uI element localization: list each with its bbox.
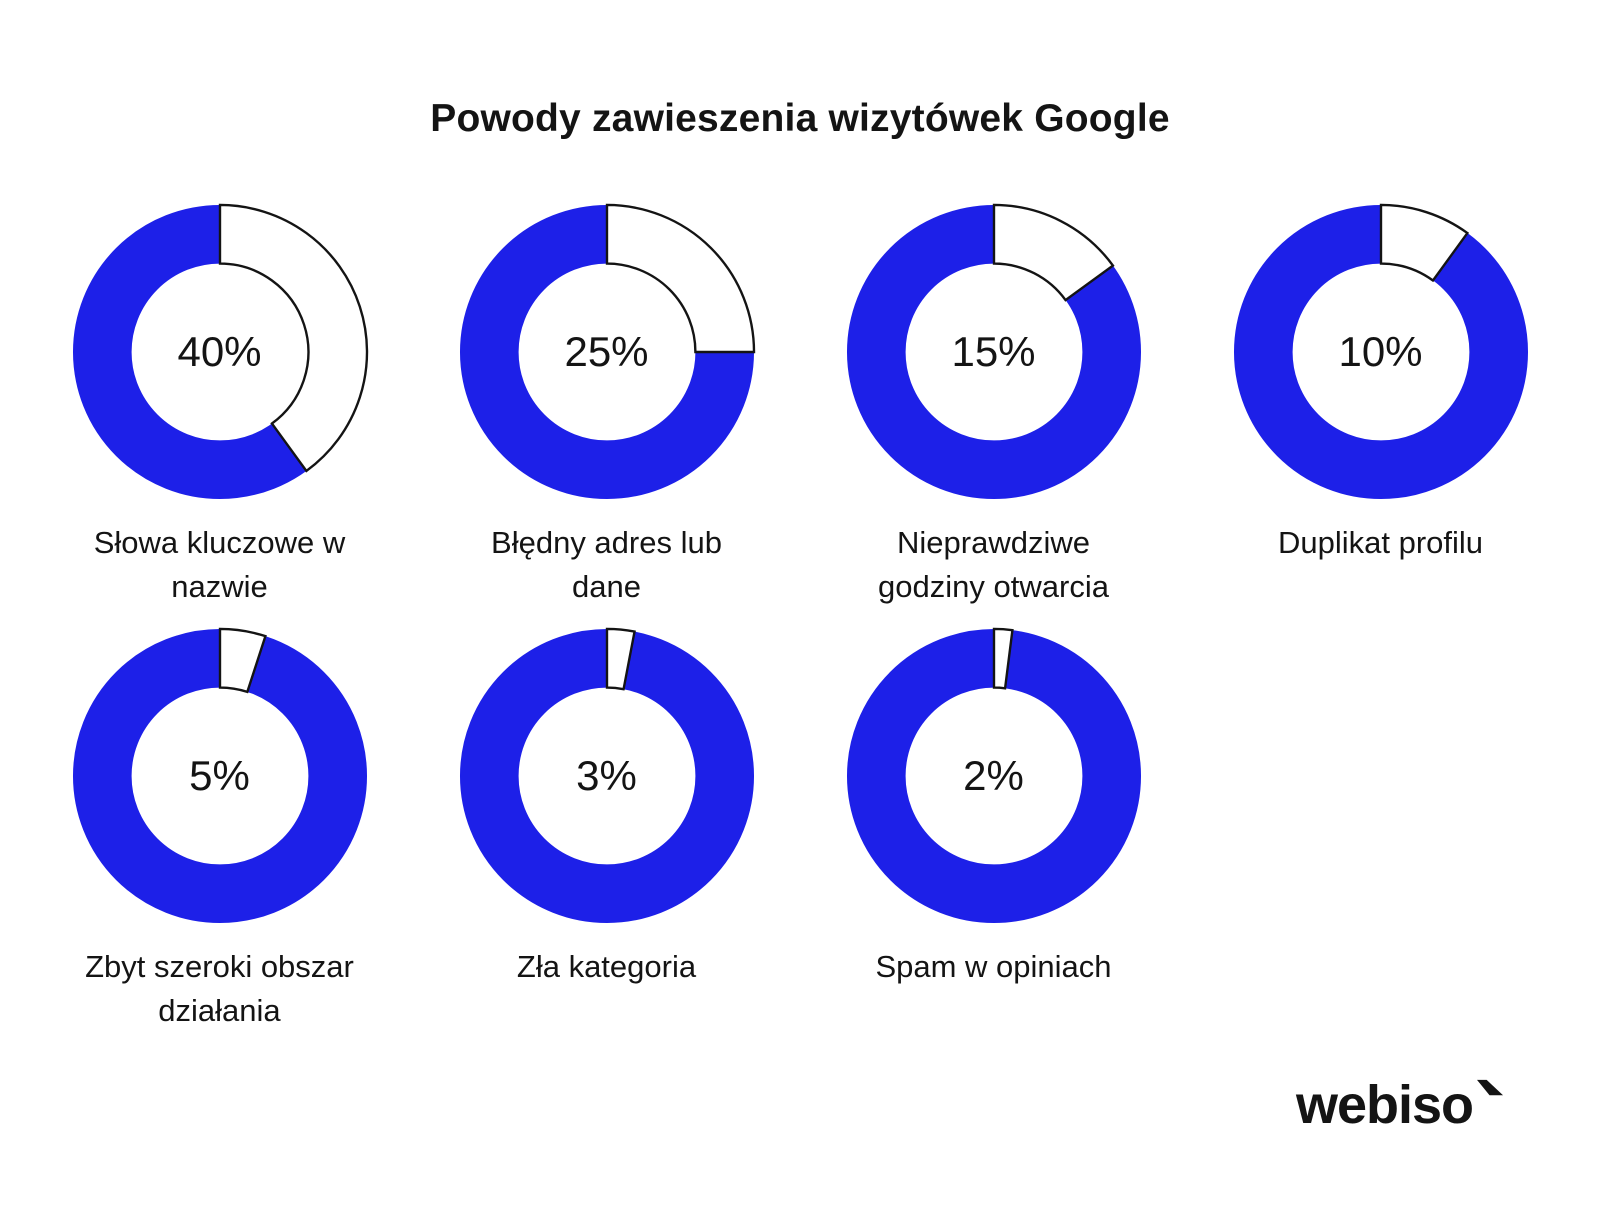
donut-value: 5% xyxy=(189,752,250,799)
donut-card: 2% Spam w opiniach xyxy=(845,627,1143,1033)
brand-logo: webiso xyxy=(1296,1078,1504,1132)
donut-label: Zła kategoria xyxy=(516,949,697,984)
donut-value: 25% xyxy=(564,328,649,375)
donut-svg xyxy=(459,203,755,500)
donut-label: Nieprawdziwe godziny otwarcia xyxy=(878,525,1109,604)
chart-title: Powody zawieszenia wizytówek Google xyxy=(430,97,1170,140)
donut-label: Błędny adres lub dane xyxy=(491,525,722,604)
donut-card: 40% Słowa kluczowe w nazwie xyxy=(71,203,369,609)
donut-value-segment xyxy=(605,627,636,691)
donut-card: 10% Duplikat profilu xyxy=(1232,203,1530,609)
donut-svg xyxy=(1233,203,1528,500)
donut-value-segment xyxy=(992,627,1014,690)
donut-card: 25% Błędny adres lub dane xyxy=(458,203,756,609)
donut-value-segment xyxy=(218,203,368,473)
donut-chart: 5% xyxy=(71,627,369,925)
donut-value-segment xyxy=(992,203,1115,302)
donut-value-segment xyxy=(218,627,267,694)
donut-card: 5% Zbyt szeroki obszar działania xyxy=(71,627,369,1033)
donut-grid: 40% Słowa kluczowe w nazwie 25% Błędny adre… xyxy=(26,203,1574,1033)
donut-value: 15% xyxy=(951,328,1036,375)
donut-svg xyxy=(846,627,1141,924)
donut-label: Zbyt szeroki obszar działania xyxy=(85,949,354,1028)
donut-chart: 10% xyxy=(1232,203,1530,501)
donut-value-segment xyxy=(605,203,755,354)
donut-svg xyxy=(459,627,754,924)
donut-card: 3% Zła kategoria xyxy=(458,627,756,1033)
donut-value-segment xyxy=(1379,203,1469,283)
donut-label: Słowa kluczowe w nazwie xyxy=(93,525,346,604)
donut-chart: 25% xyxy=(458,203,756,501)
donut-label: Duplikat profilu xyxy=(1277,525,1484,560)
donut-svg xyxy=(846,203,1141,500)
donut-value: 40% xyxy=(177,328,262,375)
donut-svg xyxy=(72,627,367,924)
donut-chart: 15% xyxy=(845,203,1143,501)
donut-chart: 3% xyxy=(458,627,756,925)
donut-label: Spam w opiniach xyxy=(875,949,1112,984)
donut-value: 10% xyxy=(1338,328,1423,375)
donut-chart: 40% xyxy=(71,203,369,501)
donut-chart: 2% xyxy=(845,627,1143,925)
donut-card: 15% Nieprawdziwe godziny otwarcia xyxy=(845,203,1143,609)
donut-value: 2% xyxy=(963,752,1024,799)
donut-svg xyxy=(72,203,368,500)
brand-name: webiso xyxy=(1295,1075,1474,1135)
donut-value: 3% xyxy=(576,752,637,799)
brand-mark-icon xyxy=(1477,1079,1504,1096)
